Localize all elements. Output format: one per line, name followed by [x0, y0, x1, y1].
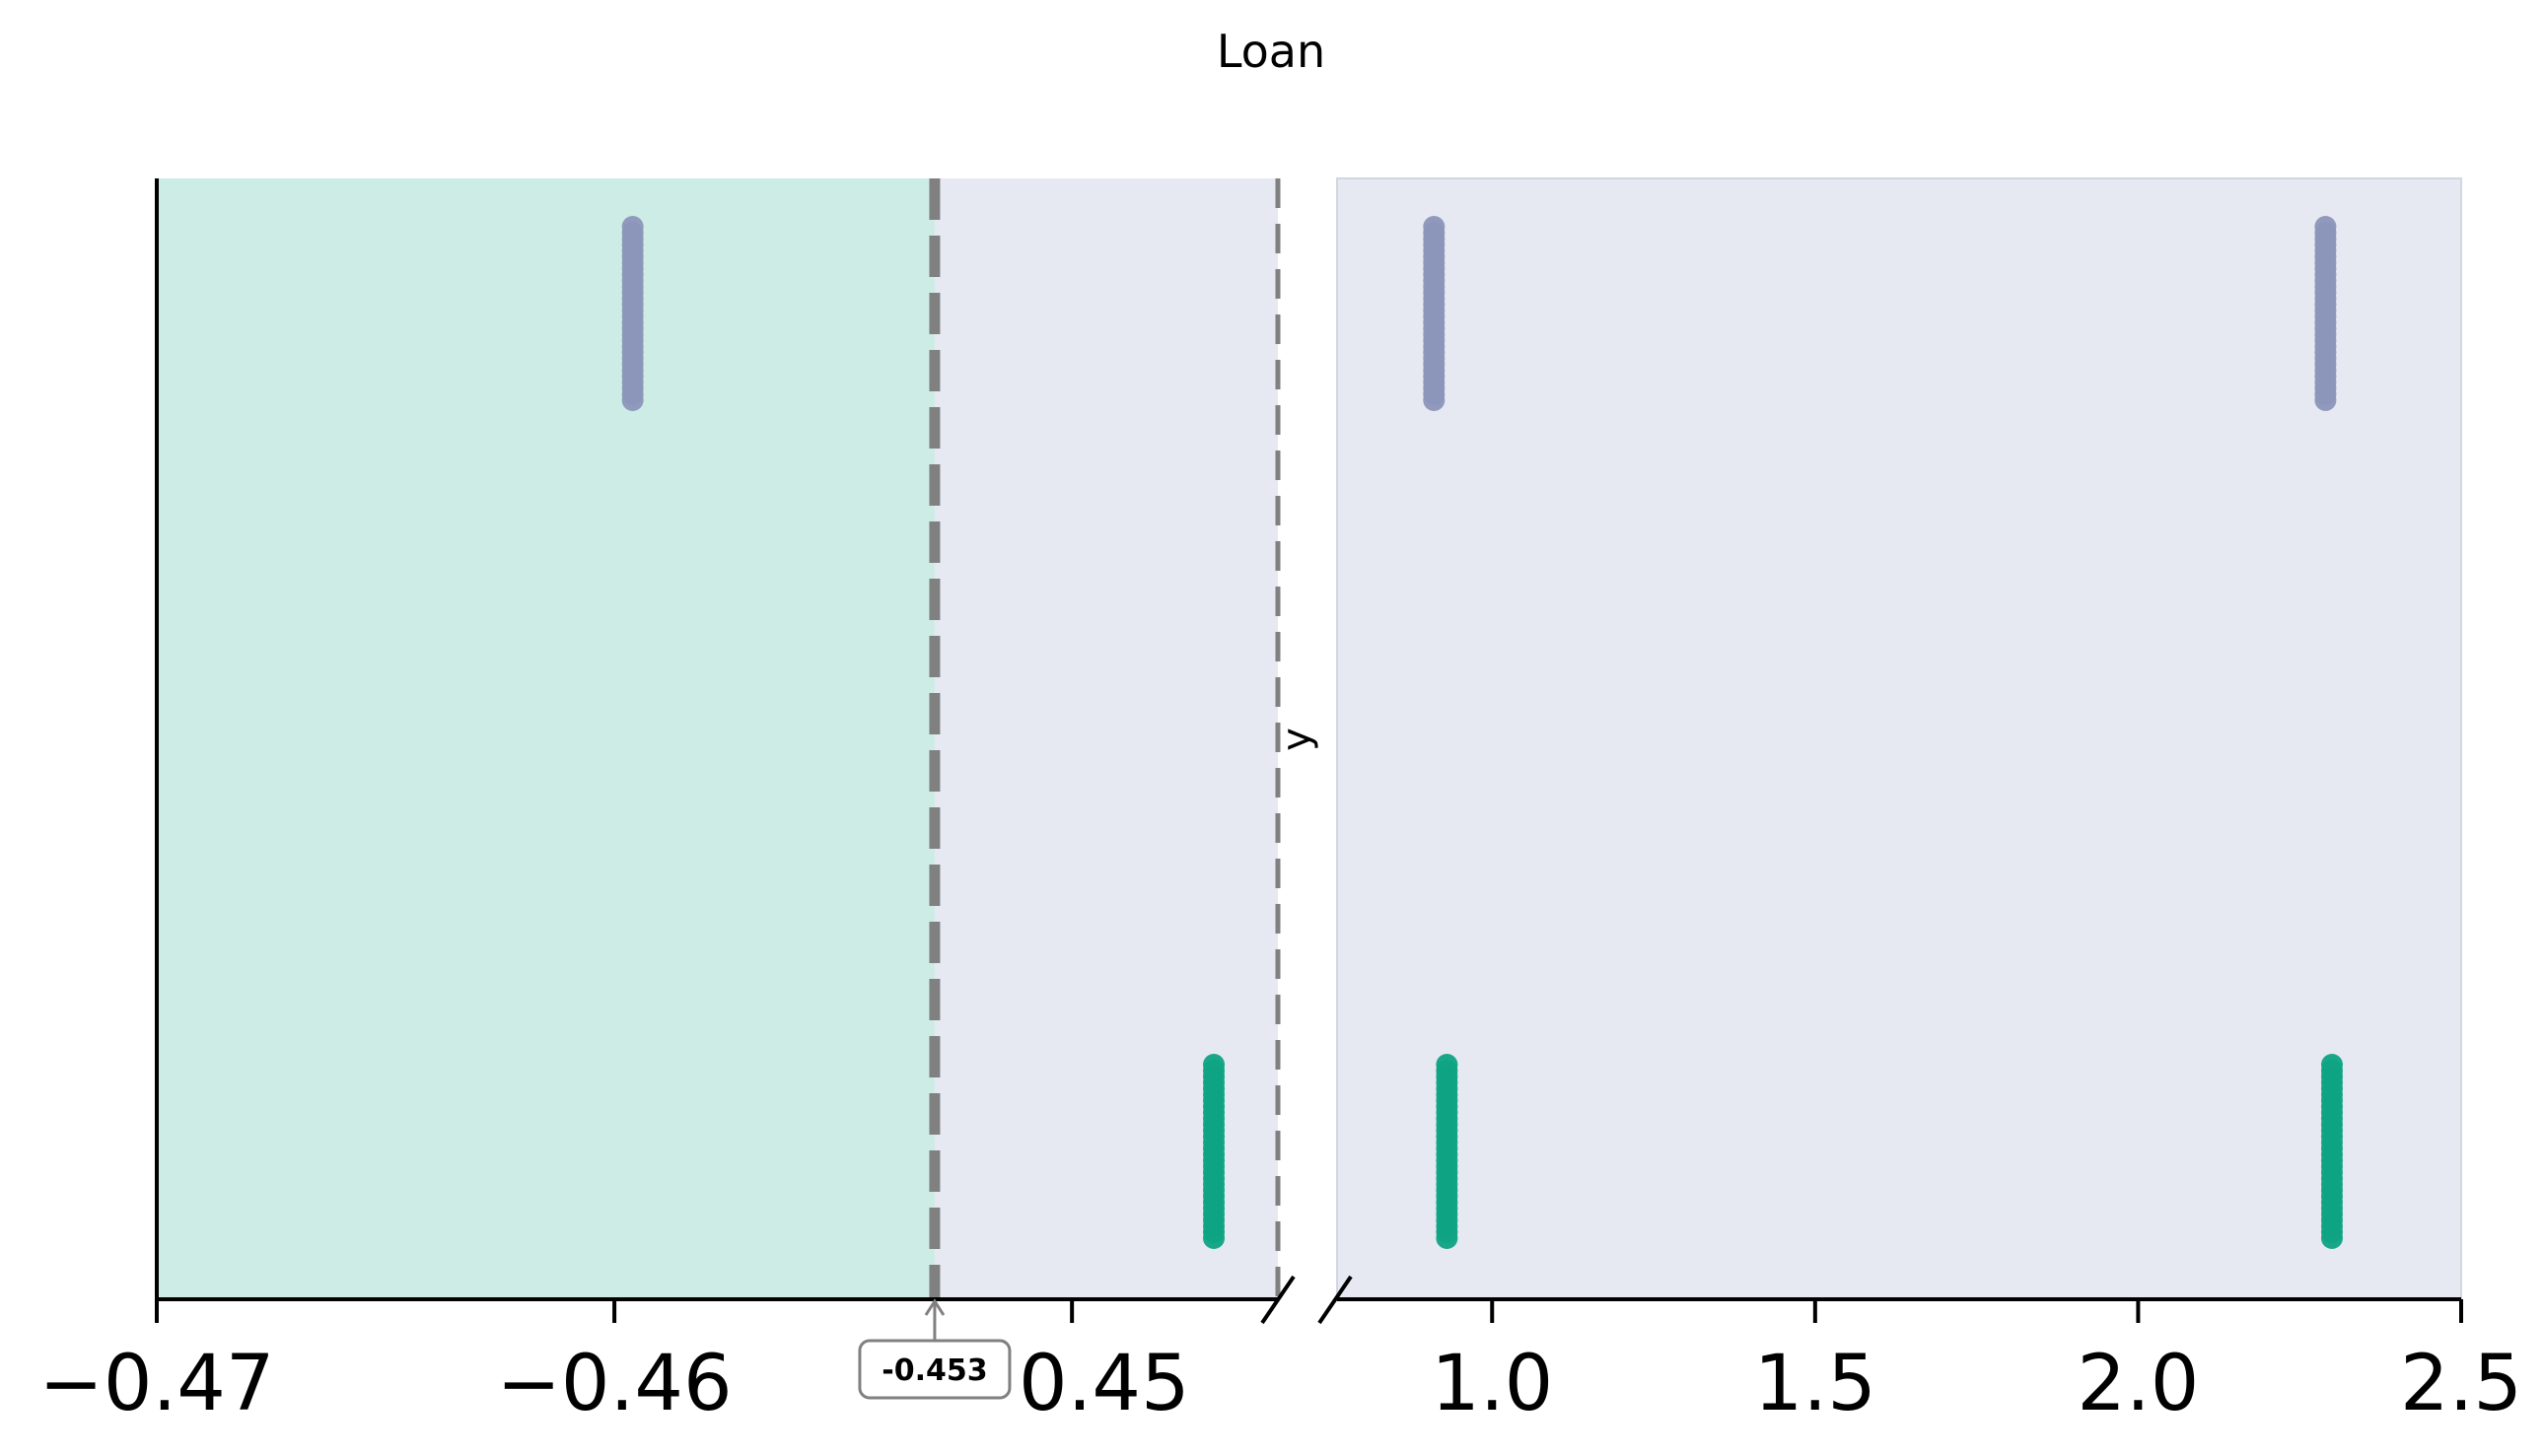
region-right-of-threshold: [934, 178, 1278, 1299]
x-tick-label: −0.46: [497, 1340, 733, 1428]
threshold-callout-label: -0.453: [882, 1353, 987, 1388]
chart-title: Loan: [1217, 25, 1325, 78]
axis-break-mark: [1317, 1275, 1353, 1325]
x-tick-label: 1.0: [1431, 1340, 1553, 1428]
y-axis-label: y: [1274, 728, 1319, 751]
threshold-callout-box: [858, 1339, 1012, 1400]
data-point: [1203, 1227, 1226, 1249]
data-point: [621, 389, 644, 411]
axis-break-mark: [1260, 1275, 1296, 1325]
region-right-segment: [1336, 177, 2462, 1300]
x-tick-label: 1.5: [1754, 1340, 1876, 1428]
data-point: [2314, 389, 2337, 411]
x-tick-label: 2.5: [2400, 1340, 2522, 1428]
data-point: [2320, 1227, 2343, 1249]
region-left-of-threshold: [157, 178, 935, 1299]
threshold-arrowhead: [924, 1298, 946, 1316]
x-tick-label: 2.0: [2077, 1340, 2199, 1428]
data-point: [1436, 1227, 1458, 1249]
data-point: [1423, 389, 1446, 411]
x-tick-label: −0.47: [38, 1340, 274, 1428]
